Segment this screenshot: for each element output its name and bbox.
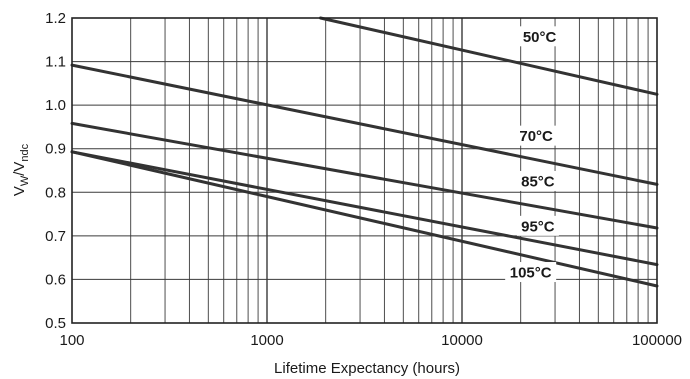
y-tick-label: 0.9 [45,141,66,158]
y-tick-label: 1.2 [45,10,66,27]
series-line [70,63,659,186]
plot-frame [71,17,658,324]
y-tick-label: 1.0 [45,97,66,114]
series-label: 85°C [521,173,555,190]
series-label-bg [518,26,561,47]
series-line [319,16,659,96]
series-line [70,150,659,267]
series-label: 95°C [521,218,555,235]
grid [72,18,657,323]
y-axis-title: VW/Vndc [11,143,31,196]
x-tick-label: 10000 [441,332,483,349]
y-tick-label: 0.7 [45,228,66,245]
series-label-bg [515,125,558,146]
series-label: 105°C [510,265,552,282]
y-tick-label: 0.5 [45,315,66,332]
y-tick-label: 1.1 [45,54,66,71]
series-label-bg [505,262,557,283]
series-line [70,150,659,288]
tick-labels: 100 1000 10000 100000 0.5 0.6 0.7 0.8 0.9 1.0 1.1 1… [45,10,682,349]
series-label: 50°C [523,29,557,46]
series-label-bg [516,215,559,236]
series-label: 70°C [519,128,553,145]
x-tick-label: 1000 [250,332,283,349]
series-labels: 50°C 70°C 85°C 95°C 105°C [505,26,561,283]
x-axis-title: Lifetime Expectancy (hours) [274,360,460,377]
y-tick-label: 0.6 [45,271,66,288]
y-tick-label: 0.8 [45,184,66,201]
series-lines [70,16,659,288]
series-label-bg [516,170,559,191]
series-line [70,121,659,230]
x-tick-label: 100000 [632,332,682,349]
x-tick-label: 100 [59,332,84,349]
